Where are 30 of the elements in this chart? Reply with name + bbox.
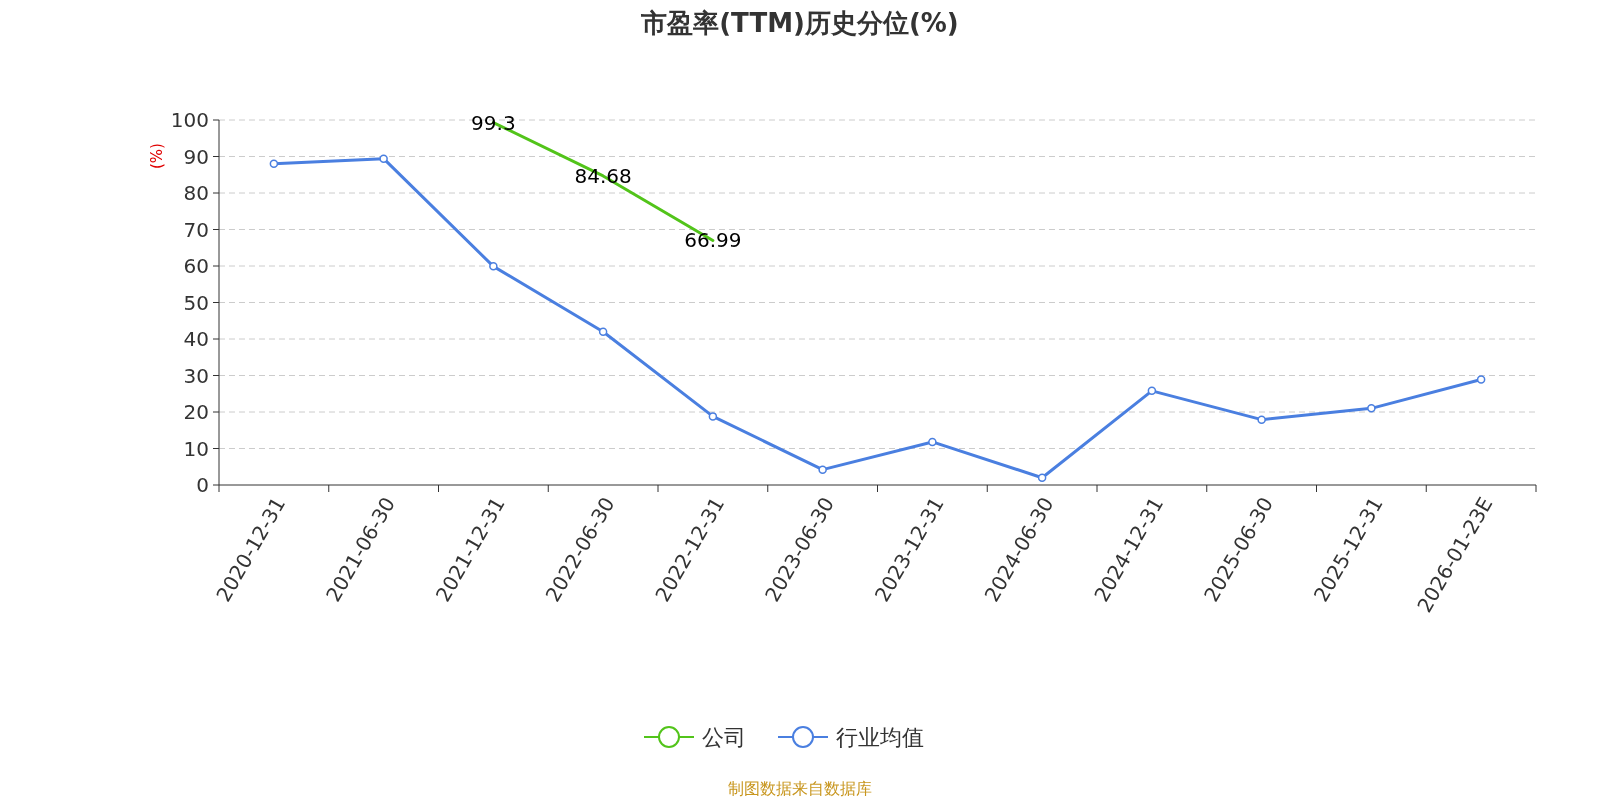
point [1476,375,1486,384]
y-tick-label: 80 [183,181,209,205]
y-axis-title: (%) [148,143,166,169]
y-tick-label: 90 [183,144,209,169]
point [489,262,498,271]
point [818,465,827,474]
point [269,159,279,169]
data-label: 66.99 [684,228,742,253]
y-tick-label: 0 [196,473,209,497]
point [1257,415,1266,424]
legend-label: 公司 [702,724,746,750]
point [1037,473,1047,482]
y-tick-label: 30 [183,363,209,388]
point [379,154,388,163]
chart-title: 市盈率(TTM)历史分位(%) [640,8,959,38]
point [1367,404,1376,413]
text: 制图数据来自数据库 [728,779,872,798]
point [708,412,718,421]
y-tick-label: 100 [170,108,209,132]
y-tick-label: 70 [183,217,209,242]
point [598,327,608,336]
legend-label: 行业均值 [836,724,924,750]
point [1147,386,1157,396]
y-tick-label: 20 [183,400,209,424]
y-tick-label: 40 [183,327,209,351]
point [928,437,937,447]
y-tick-label: 50 [183,290,209,315]
y-tick-label: 60 [183,254,209,278]
y-tick-label: 10 [183,436,209,461]
data-label: 99.3 [471,110,516,135]
